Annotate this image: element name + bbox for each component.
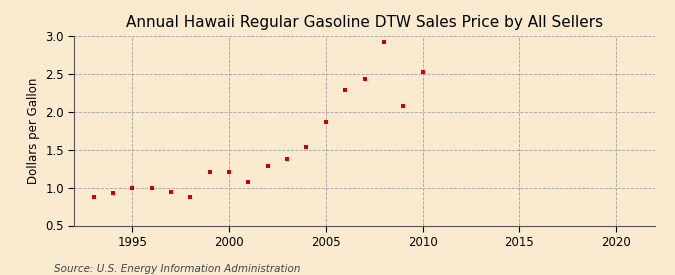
Point — [301, 144, 312, 149]
Point — [127, 185, 138, 190]
Point — [379, 40, 389, 44]
Point — [146, 185, 157, 190]
Point — [263, 164, 273, 169]
Point — [165, 190, 176, 194]
Point — [205, 170, 215, 175]
Point — [281, 157, 292, 162]
Text: Source: U.S. Energy Information Administration: Source: U.S. Energy Information Administ… — [54, 264, 300, 274]
Point — [185, 194, 196, 199]
Point — [243, 180, 254, 185]
Point — [223, 169, 234, 174]
Point — [88, 194, 99, 199]
Title: Annual Hawaii Regular Gasoline DTW Sales Price by All Sellers: Annual Hawaii Regular Gasoline DTW Sales… — [126, 15, 603, 31]
Point — [359, 77, 370, 81]
Point — [417, 70, 428, 74]
Point — [321, 119, 331, 124]
Point — [107, 191, 118, 195]
Point — [340, 87, 350, 92]
Point — [398, 104, 408, 109]
Y-axis label: Dollars per Gallon: Dollars per Gallon — [26, 78, 40, 184]
